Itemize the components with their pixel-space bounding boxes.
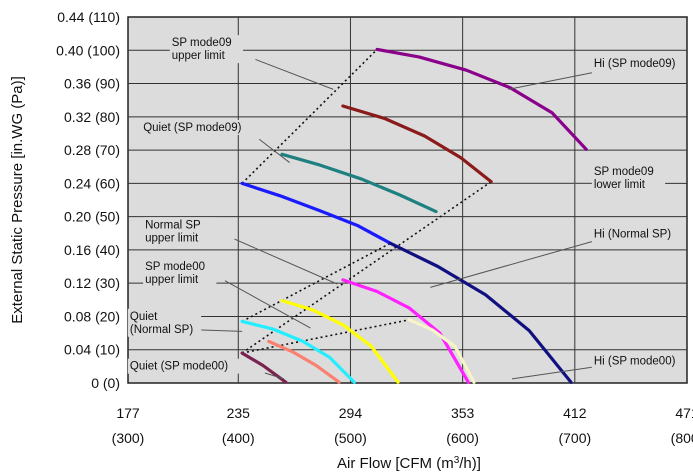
series-line-9 <box>240 319 356 384</box>
series-lines <box>240 47 588 384</box>
annotation-background <box>591 353 685 369</box>
x-tick-sublabel: (800) <box>671 430 693 446</box>
annotation-label: Quiet (SP mode09) <box>143 122 241 134</box>
series-line-6 <box>341 278 470 384</box>
x-tick-label: 412 <box>563 405 587 421</box>
annotation-label: (Normal SP) <box>130 324 193 336</box>
annotation-pointer <box>234 238 338 285</box>
x-tick-label: 353 <box>451 405 475 421</box>
annotation-pointer <box>194 329 243 332</box>
series-line-1 <box>375 47 588 151</box>
annotation-background <box>591 226 685 242</box>
annotation-label: SP mode09 <box>172 37 232 49</box>
annotation-background <box>127 308 202 337</box>
series-line-10 <box>267 339 341 384</box>
annotation-label: Hi (SP mode09) <box>594 58 676 70</box>
series-line-4 <box>240 181 392 245</box>
x-tick-label: 294 <box>339 405 363 421</box>
y-tick-label: 0.44 (110) <box>57 9 120 25</box>
annotation-background <box>591 164 666 193</box>
y-tick-label: 0.28 (70) <box>64 142 120 158</box>
y-axis-ticks: 0 (0) 0.04 (10) 0.08 (20) 0.12 (30) 0.16 (40… <box>56 9 120 391</box>
annotation-pointer <box>512 366 593 380</box>
annotation-pointer <box>224 280 311 329</box>
series-line-5 <box>388 241 573 384</box>
y-tick-label: 0.36 (90) <box>64 76 120 92</box>
annotation-pointer <box>430 241 593 288</box>
y-tick-label: 0.24 (60) <box>64 175 120 191</box>
x-tick-label: 177 <box>116 405 140 421</box>
annotation-label: Quiet (SP mode00) <box>130 361 228 373</box>
limit-line <box>241 318 410 354</box>
y-tick-label: 0.16 (40) <box>64 242 120 258</box>
annotation-background <box>141 119 253 135</box>
y-tick-label: 0.04 (10) <box>64 342 120 358</box>
annotation-background <box>127 358 240 374</box>
annotation-label: upper limit <box>145 232 199 244</box>
y-axis-title: External Static Pressure [in.WG (Pa)] <box>9 76 26 324</box>
annotation-pointer <box>508 72 593 90</box>
annotation-label: Hi (Normal SP) <box>594 228 671 240</box>
annotation-background <box>169 35 244 64</box>
annotation-label: upper limit <box>145 274 199 286</box>
limit-lines <box>241 48 492 354</box>
annotation-background <box>591 55 685 71</box>
annotation-label: lower limit <box>594 179 646 191</box>
x-axis-title: Air Flow [CFM (m3/h)] <box>337 455 481 473</box>
annotation-label: SP mode09 <box>594 166 654 178</box>
x-tick-label: 235 <box>227 405 251 421</box>
x-tick-label: 471 <box>675 405 693 421</box>
annotation-label: Quiet <box>130 311 158 323</box>
annotation-pointers <box>194 58 593 380</box>
y-tick-label: 0 (0) <box>91 375 120 391</box>
annotation-label: Normal SP <box>145 219 201 231</box>
x-tick-sublabel: (500) <box>334 430 367 446</box>
series-line-3 <box>280 152 438 214</box>
annotation-label: Hi (SP mode00) <box>594 356 676 368</box>
x-tick-sublabel: (700) <box>558 430 591 446</box>
limit-line <box>241 48 378 184</box>
y-tick-label: 0.08 (20) <box>64 308 120 324</box>
y-tick-label: 0.12 (30) <box>64 275 120 291</box>
x-tick-sublabel: (300) <box>112 430 145 446</box>
annotation-background <box>143 217 217 246</box>
annotation-pointer <box>258 138 290 163</box>
y-tick-label: 0.32 (80) <box>64 109 120 125</box>
x-axis-ticks: 177 (300) 235 (400) 294 (500) 353 (600) 412 (700)… <box>112 405 693 446</box>
series-line-2 <box>341 104 493 184</box>
annotation-pointer <box>255 58 334 90</box>
x-tick-sublabel: (400) <box>222 430 255 446</box>
series-line-8 <box>407 318 476 384</box>
annotation-label: upper limit <box>172 50 226 62</box>
annotation-background <box>143 258 217 287</box>
annotation-label: SP mode00 <box>145 261 205 273</box>
series-line-7 <box>280 299 400 384</box>
limit-line <box>241 181 492 354</box>
x-tick-sublabel: (600) <box>446 430 479 446</box>
y-tick-label: 0.20 (50) <box>64 209 120 225</box>
y-tick-label: 0.40 (100) <box>56 42 120 58</box>
annotation-pointer <box>264 372 285 380</box>
